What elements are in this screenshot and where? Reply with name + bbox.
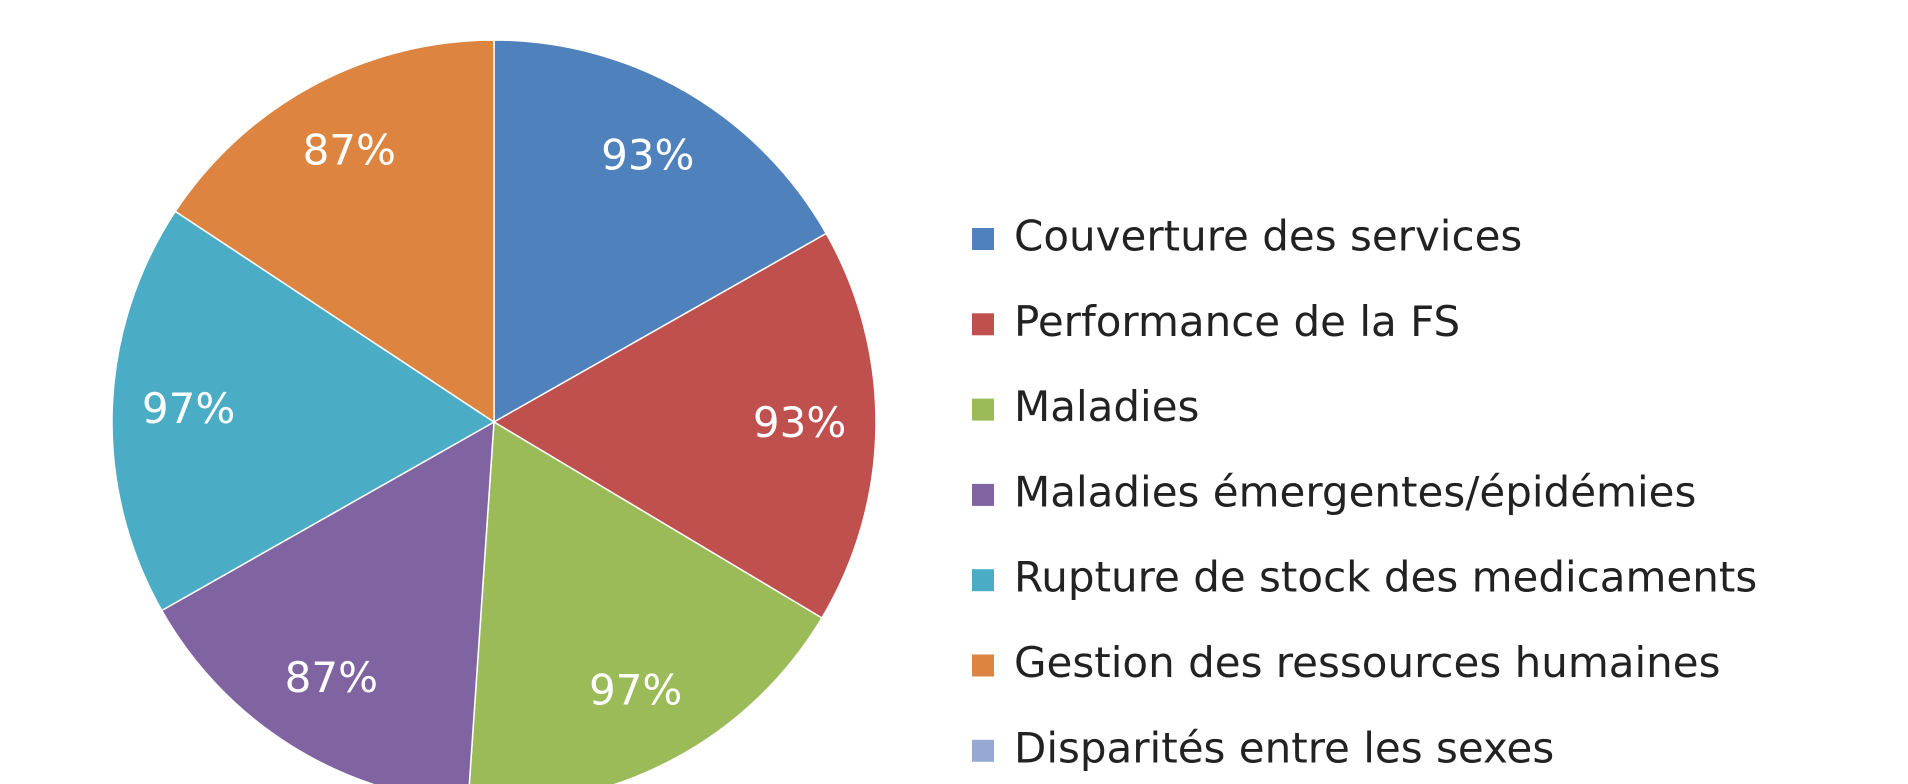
legend-label: Maladies bbox=[1014, 382, 1199, 431]
legend-swatch bbox=[972, 398, 994, 421]
pie-slice bbox=[174, 39, 495, 424]
pie-slice bbox=[111, 210, 496, 612]
legend-swatch bbox=[972, 739, 994, 762]
legend-label: Maladies émergentes/épidémies bbox=[1014, 467, 1696, 516]
legend-swatch bbox=[972, 654, 994, 677]
legend-label: Rupture de stock des medicaments bbox=[1014, 553, 1757, 602]
data-label: 87% bbox=[285, 653, 378, 702]
legend-swatch bbox=[972, 483, 994, 506]
legend-label: Gestion des ressources humaines bbox=[1014, 638, 1720, 687]
data-label: 97% bbox=[142, 384, 235, 433]
data-label: 97% bbox=[589, 665, 682, 714]
pie-slice bbox=[160, 420, 495, 784]
legend-swatch bbox=[972, 313, 994, 336]
pie-slice bbox=[468, 420, 823, 784]
data-label: 93% bbox=[601, 130, 694, 179]
data-label: 93% bbox=[753, 398, 846, 447]
legend-label: Couverture des services bbox=[1014, 212, 1522, 261]
legend-swatch bbox=[972, 228, 994, 250]
legend-label: Disparités entre les sexes bbox=[1014, 723, 1554, 772]
data-label: 87% bbox=[303, 125, 396, 174]
pie-slice bbox=[493, 39, 828, 424]
pie-slice bbox=[492, 232, 877, 620]
legend-swatch bbox=[972, 569, 994, 592]
legend-label: Performance de la FS bbox=[1014, 297, 1460, 346]
